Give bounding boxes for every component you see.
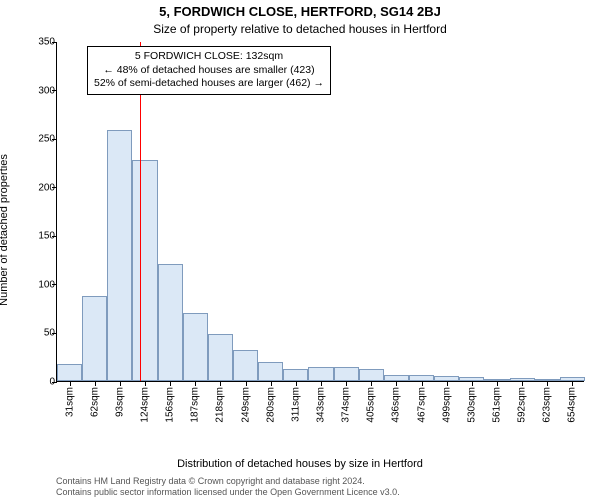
histogram-bar — [308, 367, 333, 381]
x-tick-mark — [271, 381, 272, 386]
x-tick-mark — [396, 381, 397, 386]
histogram-bar — [208, 334, 233, 381]
x-tick-label: 654sqm — [567, 387, 578, 423]
annotation-line-2: ← 48% of detached houses are smaller (42… — [94, 64, 324, 78]
footer-line-1: Contains HM Land Registry data © Crown c… — [56, 476, 400, 487]
histogram-bar — [258, 362, 283, 381]
y-tick-label: 0 — [25, 377, 55, 388]
x-tick-label: 499sqm — [441, 387, 452, 423]
histogram-bar — [233, 350, 258, 381]
x-tick-mark — [95, 381, 96, 386]
x-tick-label: 374sqm — [341, 387, 352, 423]
x-tick-mark — [220, 381, 221, 386]
x-tick-mark — [422, 381, 423, 386]
x-tick-label: 467sqm — [416, 387, 427, 423]
x-tick-mark — [447, 381, 448, 386]
x-axis-label: Distribution of detached houses by size … — [0, 458, 600, 470]
annotation-line-1: 5 FORDWICH CLOSE: 132sqm — [94, 50, 324, 64]
x-tick-label: 623sqm — [542, 387, 553, 423]
x-tick-label: 249sqm — [240, 387, 251, 423]
annotation-box: 5 FORDWICH CLOSE: 132sqm ← 48% of detach… — [87, 46, 331, 95]
chart-container: 5, FORDWICH CLOSE, HERTFORD, SG14 2BJ Si… — [0, 0, 600, 500]
x-tick-mark — [321, 381, 322, 386]
y-tick-label: 300 — [25, 85, 55, 96]
histogram-bar — [283, 369, 308, 381]
y-tick-label: 250 — [25, 134, 55, 145]
footer-line-2: Contains public sector information licen… — [56, 487, 400, 498]
annotation-line-3: 52% of semi-detached houses are larger (… — [94, 77, 324, 91]
histogram-bar — [183, 313, 208, 381]
y-tick-label: 100 — [25, 279, 55, 290]
x-tick-label: 156sqm — [165, 387, 176, 423]
histogram-bar — [82, 296, 107, 381]
histogram-bar — [57, 364, 82, 381]
x-tick-label: 31sqm — [64, 387, 75, 417]
x-tick-mark — [296, 381, 297, 386]
histogram-bar — [158, 264, 183, 381]
x-tick-mark — [145, 381, 146, 386]
x-tick-label: 62sqm — [89, 387, 100, 417]
histogram-bar — [107, 130, 132, 381]
x-tick-label: 187sqm — [190, 387, 201, 423]
x-tick-mark — [472, 381, 473, 386]
y-tick-label: 150 — [25, 231, 55, 242]
x-tick-label: 93sqm — [114, 387, 125, 417]
footer-attribution: Contains HM Land Registry data © Crown c… — [56, 476, 400, 498]
x-tick-mark — [572, 381, 573, 386]
x-tick-label: 124sqm — [140, 387, 151, 423]
x-tick-mark — [522, 381, 523, 386]
x-tick-mark — [346, 381, 347, 386]
x-tick-label: 343sqm — [316, 387, 327, 423]
x-tick-label: 405sqm — [366, 387, 377, 423]
x-tick-mark — [70, 381, 71, 386]
histogram-bar — [359, 369, 384, 381]
x-tick-label: 561sqm — [492, 387, 503, 423]
y-tick-label: 50 — [25, 328, 55, 339]
x-tick-label: 311sqm — [290, 387, 301, 422]
x-tick-mark — [246, 381, 247, 386]
x-tick-label: 280sqm — [265, 387, 276, 423]
histogram-bar — [334, 367, 359, 381]
x-tick-label: 218sqm — [215, 387, 226, 423]
x-tick-mark — [195, 381, 196, 386]
histogram-bar — [132, 160, 157, 381]
plot-area: 05010015020025030035031sqm62sqm93sqm124s… — [56, 42, 584, 382]
title-main: 5, FORDWICH CLOSE, HERTFORD, SG14 2BJ — [0, 4, 600, 19]
x-tick-label: 436sqm — [391, 387, 402, 423]
y-tick-label: 200 — [25, 182, 55, 193]
title-sub: Size of property relative to detached ho… — [0, 22, 600, 36]
x-tick-mark — [547, 381, 548, 386]
x-tick-mark — [120, 381, 121, 386]
x-tick-mark — [170, 381, 171, 386]
x-tick-label: 592sqm — [517, 387, 528, 423]
y-tick-label: 350 — [25, 37, 55, 48]
x-tick-label: 530sqm — [466, 387, 477, 423]
x-tick-mark — [497, 381, 498, 386]
x-tick-mark — [371, 381, 372, 386]
